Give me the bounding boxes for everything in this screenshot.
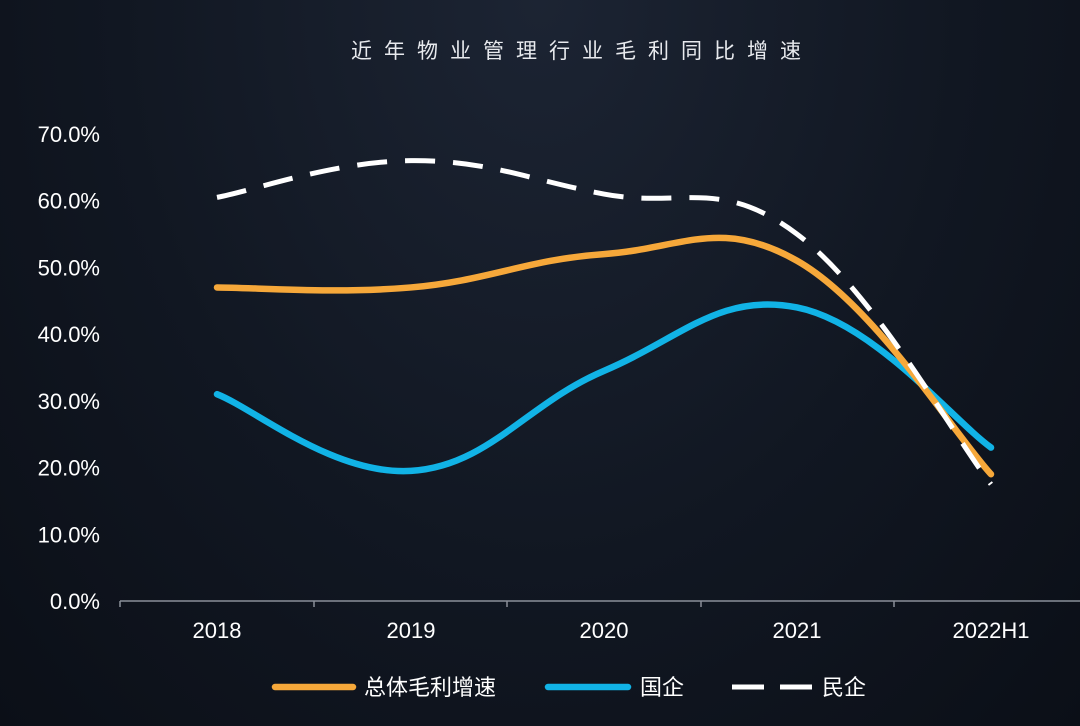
y-tick-label: 0.0% [50, 589, 100, 614]
y-tick-label: 70.0% [38, 122, 100, 147]
legend-label-0: 总体毛利增速 [364, 676, 496, 701]
y-axis: 0.0% 10.0% 20.0% 30.0% 40.0% 50.0% 60.0% 70.0% [38, 122, 100, 614]
legend-label-2: 民企 [822, 676, 866, 701]
x-tick-label: 2021 [773, 618, 822, 643]
y-tick-label: 30.0% [38, 389, 100, 414]
chart-title: 近年物业管理行业毛利同比增速 [351, 39, 813, 63]
y-tick-label: 20.0% [38, 456, 100, 481]
legend-label-1: 国企 [640, 676, 684, 701]
y-tick-label: 10.0% [38, 522, 100, 547]
series-line-2 [216, 158, 993, 486]
x-tick-label: 2019 [387, 618, 436, 643]
x-axis: 2018 2019 2020 2021 2022H1 [119, 600, 1080, 643]
series-line-0 [213, 234, 995, 478]
x-tick-label: 2020 [580, 618, 629, 643]
series-line-1 [213, 301, 995, 475]
series-layer [213, 158, 995, 486]
y-tick-label: 50.0% [38, 255, 100, 280]
y-tick-label: 40.0% [38, 322, 100, 347]
y-tick-label: 60.0% [38, 189, 100, 214]
x-tick-label: 2018 [193, 618, 242, 643]
legend: 总体毛利增速 国企 民企 [271, 676, 866, 701]
x-tick-label: 2022H1 [952, 618, 1029, 643]
